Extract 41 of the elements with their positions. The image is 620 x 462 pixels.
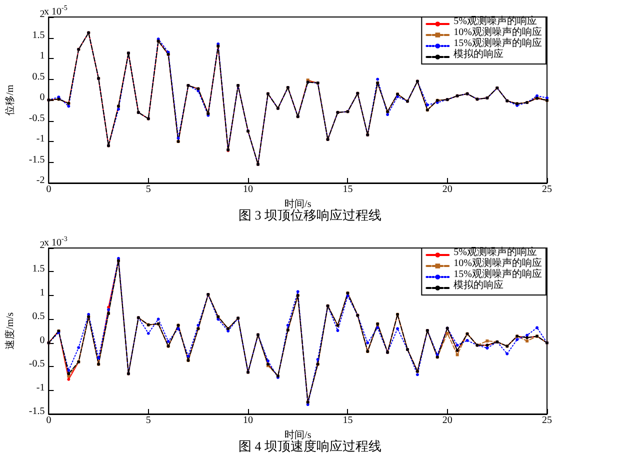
x-tick-label: 5	[146, 184, 151, 195]
text: 图 3 坝顶位移响应过程线	[238, 208, 382, 222]
y-tick-label: 0.5	[32, 71, 45, 82]
legend-label: 10%观测噪声的响应	[454, 26, 542, 38]
y-tick-label: 1.5	[32, 30, 45, 41]
y-tick-label: 2	[40, 9, 45, 20]
x-tick-label: 20	[442, 415, 452, 426]
legend-label: 15%观测噪声的响应	[454, 268, 542, 280]
x-tick-label: 10	[243, 415, 254, 426]
legend-label: 模拟的响应	[454, 48, 504, 60]
y-tick-label: 1	[40, 287, 45, 298]
y-tick-label: -1.5	[28, 406, 45, 417]
y-tick-label: -1	[36, 382, 45, 394]
y-tick-label: 0	[40, 334, 45, 346]
text: 图 4 坝顶速度响应过程线	[238, 438, 382, 454]
y-tick-label: 1.5	[32, 264, 45, 275]
legend-label: 模拟的响应	[454, 279, 504, 291]
x-tick-label: 5	[146, 415, 151, 426]
y-axis-title: 速度/m/s	[4, 312, 16, 350]
x-tick-label: 25	[542, 415, 552, 426]
y-tick-label: -1	[36, 134, 45, 144]
y-tick-label: -0.5	[28, 112, 45, 124]
y-tick-label: -2	[36, 175, 45, 186]
legend-label: 15%观测噪声的响应	[454, 37, 542, 49]
y-tick-label: 0.5	[32, 311, 45, 322]
x-axis-title: 时间/s	[284, 428, 312, 441]
y-tick-label: 0	[40, 92, 45, 103]
text: x 10$^{-5}$	[44, 4, 68, 18]
y-tick-label: 1	[40, 50, 45, 62]
legend-label: 10%观测噪声的响应	[454, 257, 542, 269]
x-tick-label: 25	[542, 184, 552, 195]
y-axis-title: 位移/m	[4, 84, 16, 116]
annotation: x 10$^{-3}$	[44, 235, 68, 248]
x-axis-title: 时间/s	[284, 198, 312, 210]
x-tick-label: 20	[442, 184, 452, 195]
x-tick-label: 15	[342, 415, 353, 426]
x-tick-label: 15	[342, 184, 353, 195]
y-tick-label: 2	[40, 240, 45, 251]
y-tick-label: -0.5	[28, 358, 45, 370]
y-tick-label: -1.5	[28, 154, 45, 166]
x-tick-label: 10	[243, 184, 254, 195]
